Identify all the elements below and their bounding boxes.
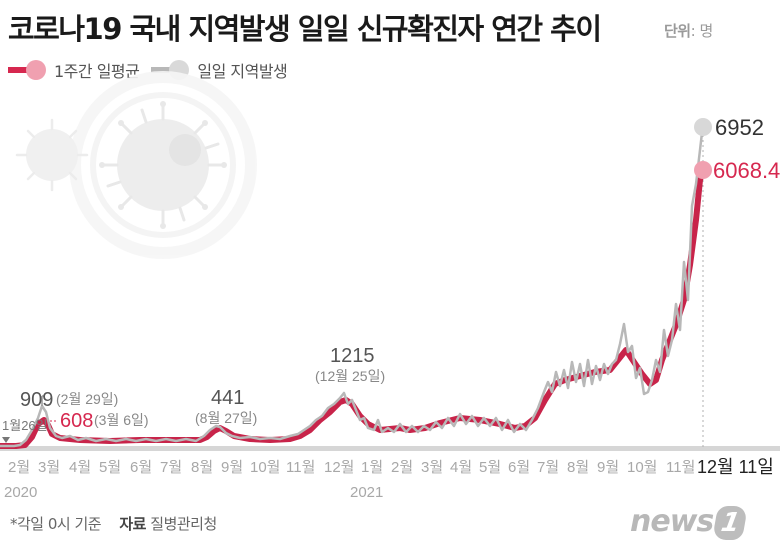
news1-logo: news 1 — [630, 504, 749, 540]
virus-illustration-icon — [15, 71, 257, 259]
latest-daily-value: 6952 — [715, 115, 764, 140]
month-label: 3월 — [421, 459, 443, 476]
month-label: 6월 — [130, 459, 152, 476]
peak3-date: (12월 25일) — [315, 368, 385, 384]
logo-text: news — [630, 504, 714, 539]
peak1-date: (2월 29일) — [56, 391, 118, 407]
footer-note: *각일 0시 기준 자료 질병관리청 — [10, 513, 217, 534]
month-label: 2월 — [391, 459, 413, 476]
daily-line — [0, 123, 705, 448]
month-label: 5월 — [99, 459, 121, 476]
month-label: 2월 — [8, 459, 30, 476]
month-label: 4월 — [450, 459, 472, 476]
month-label: 5월 — [479, 459, 501, 476]
month-label: 10월 — [250, 459, 281, 476]
month-label: 10월 — [627, 459, 658, 476]
unit-label: 단위: 명 — [664, 22, 713, 40]
x-axis-labels: 2월 3월 4월 5월 6월 7월 8월 9월 10월 11월 12월 1월 2… — [4, 459, 695, 501]
start-date-label: 1월26일 — [2, 418, 48, 433]
logo-number-icon: 1 — [712, 505, 749, 540]
unit-label-value: 명 — [699, 22, 713, 40]
chart-title: 코로나19 국내 지역발생 일일 신규확진자 연간 추이 — [8, 12, 602, 46]
year-label-2021: 2021 — [350, 484, 383, 501]
peak1-value: 909 — [20, 389, 53, 411]
legend-item-weekly-avg: 1주간 일평균 — [8, 58, 140, 82]
legend-swatch-red-icon — [8, 60, 46, 80]
latest-avg-dot — [694, 161, 712, 179]
year-label-2020: 2020 — [4, 484, 37, 501]
peak1-avg-date: (3월 6일) — [94, 412, 149, 428]
legend-label-weekly-avg: 1주간 일평균 — [54, 62, 140, 81]
source-label: 자료 — [119, 515, 146, 533]
source-name: 질병관리청 — [150, 515, 217, 533]
month-label: 7월 — [537, 459, 559, 476]
month-label: 7월 — [160, 459, 182, 476]
legend-label-daily: 일일 지역발생 — [197, 62, 288, 81]
peak1-avg-value: 608 — [60, 410, 93, 432]
x-axis-baseline — [0, 446, 780, 451]
month-label: 1월 — [361, 459, 383, 476]
latest-daily-dot — [694, 118, 712, 136]
month-label: 11월 — [666, 459, 695, 476]
peak2-value: 441 — [211, 387, 244, 409]
legend: 1주간 일평균 일일 지역발생 — [8, 58, 299, 82]
month-label: 11월 — [286, 459, 315, 476]
month-label: 8월 — [567, 459, 589, 476]
month-label: 6월 — [508, 459, 530, 476]
start-marker-icon — [2, 437, 10, 443]
peak2-date: (8월 27일) — [195, 410, 257, 426]
month-label: 3월 — [38, 459, 60, 476]
peak3-value: 1215 — [330, 345, 375, 367]
month-label: 8월 — [191, 459, 213, 476]
latest-avg-value: 6068.4 — [713, 158, 780, 183]
month-label: 4월 — [69, 459, 91, 476]
month-label: 9월 — [221, 459, 243, 476]
latest-date-label: 12월 11일 — [697, 457, 774, 477]
unit-label-key: 단위 — [664, 22, 691, 40]
month-label: 9월 — [597, 459, 619, 476]
footnote: *각일 0시 기준 — [10, 515, 102, 533]
month-label: 12월 — [324, 459, 355, 476]
